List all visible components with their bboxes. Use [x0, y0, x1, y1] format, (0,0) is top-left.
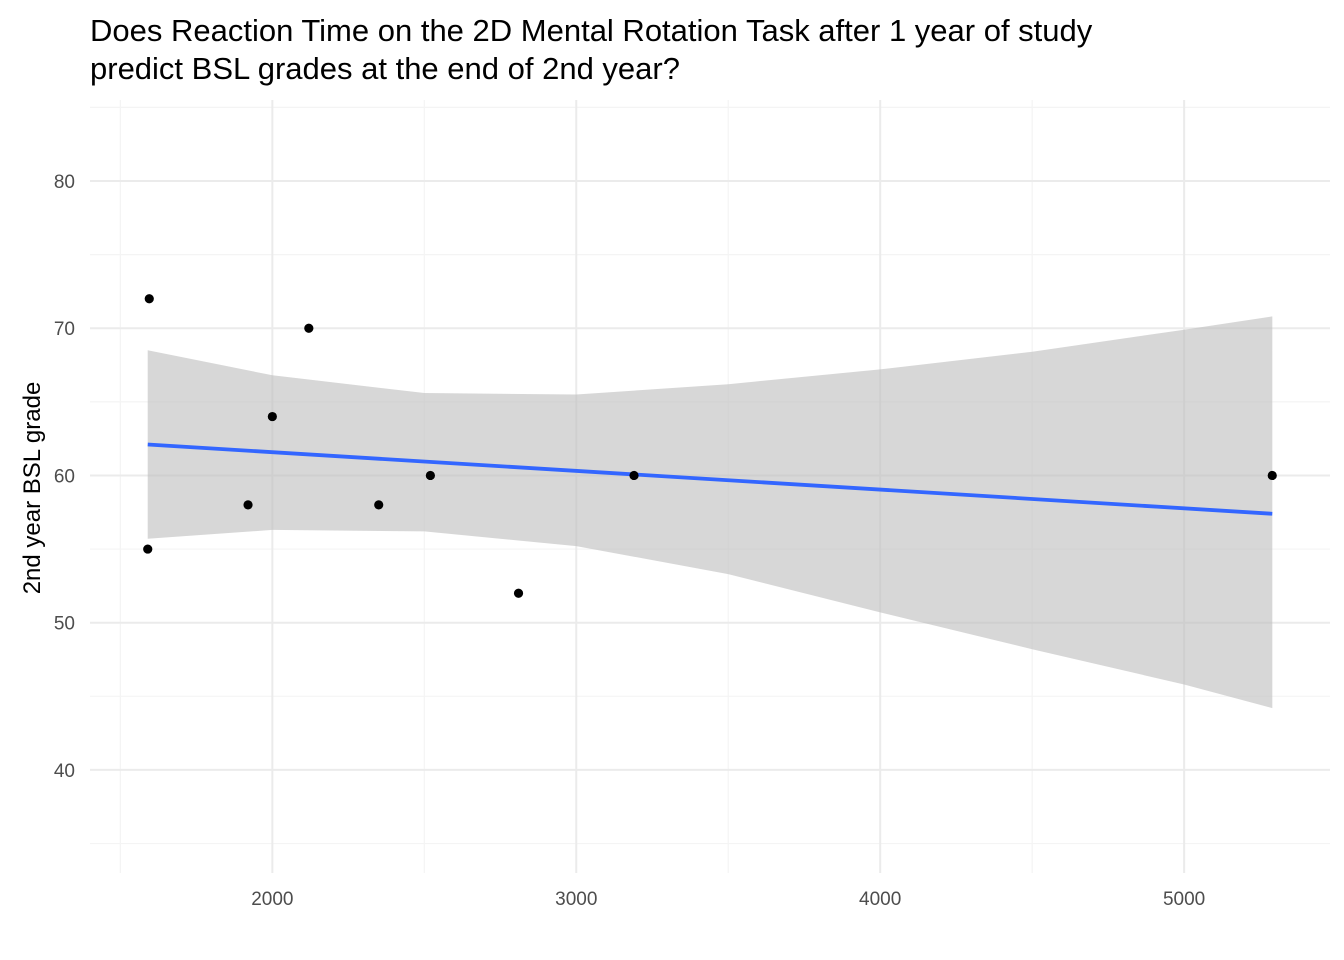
y-tick-label: 40	[54, 761, 75, 782]
regression-line	[147, 442, 1273, 516]
x-axis-tick-labels: 2000 3000 4000 5000	[251, 889, 1205, 910]
data-point	[243, 500, 253, 510]
data-point	[304, 323, 314, 333]
y-tick-label: 60	[54, 466, 75, 487]
confidence-band-layer	[147, 316, 1273, 709]
data-point	[144, 294, 154, 304]
x-tick-label: 4000	[859, 889, 901, 910]
y-tick-label: 80	[54, 172, 75, 193]
y-axis-label: 2nd year BSL grade	[19, 382, 46, 595]
y-axis-tick-labels: 40 50 60 70 80	[54, 172, 75, 782]
chart-title: Does Reaction Time on the 2D Mental Rota…	[90, 12, 1330, 88]
confidence-band	[147, 316, 1273, 709]
data-point	[1267, 470, 1277, 481]
data-point	[143, 544, 153, 554]
regression-line-layer	[147, 442, 1273, 516]
y-tick-label: 50	[54, 614, 75, 635]
data-point	[513, 588, 524, 598]
chart-title-line-1: Does Reaction Time on the 2D Mental Rota…	[90, 13, 1093, 48]
y-tick-label: 70	[54, 319, 75, 340]
x-tick-label: 5000	[1163, 889, 1205, 910]
data-point	[374, 500, 384, 510]
data-point	[425, 470, 435, 481]
x-tick-label: 2000	[251, 889, 293, 910]
chart-title-line-2: predict BSL grades at the end of 2nd yea…	[90, 51, 680, 86]
data-point	[267, 411, 277, 422]
data-points	[143, 294, 1277, 598]
data-point	[629, 470, 639, 481]
x-tick-label: 3000	[555, 889, 597, 910]
